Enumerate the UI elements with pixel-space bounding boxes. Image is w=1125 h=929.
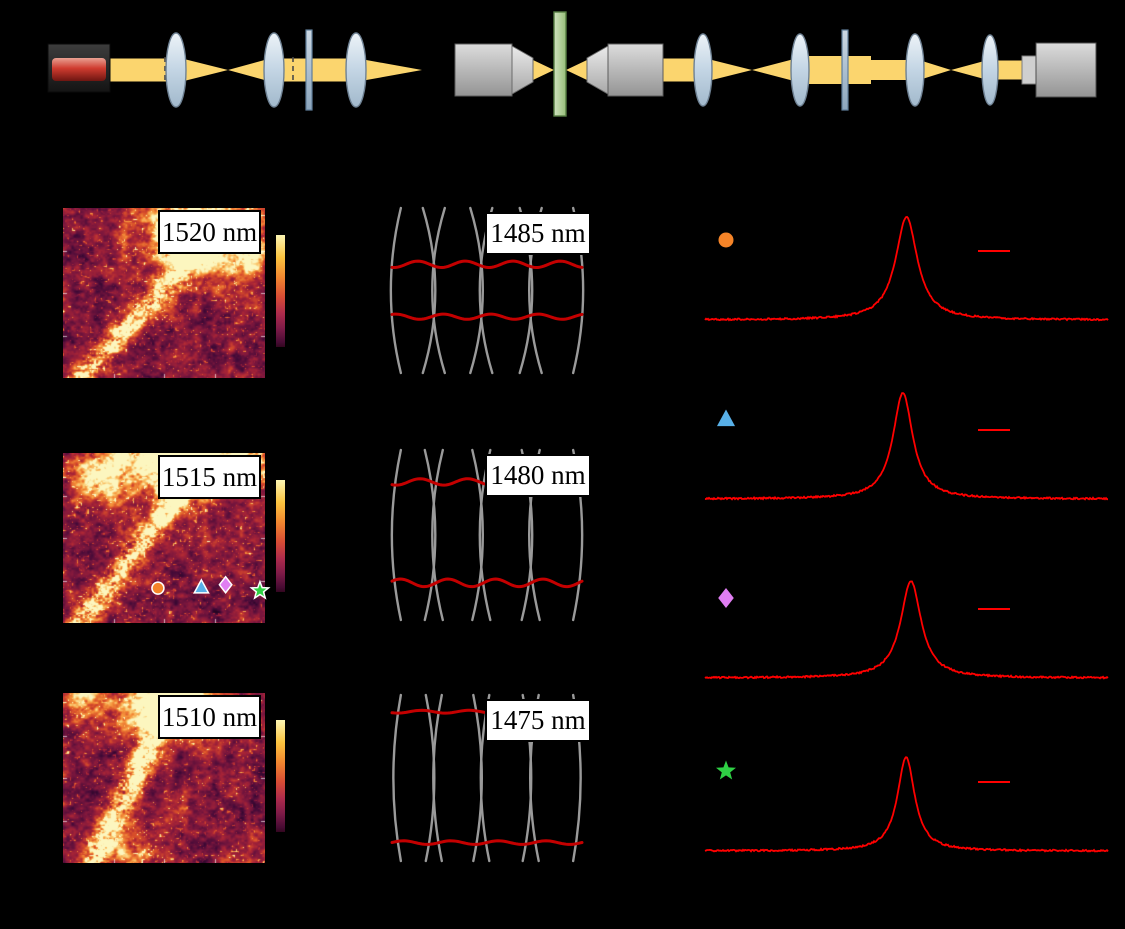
lens-1 (165, 32, 187, 108)
spectrum-curve (704, 580, 1109, 680)
marker-triangle-icon (716, 409, 736, 427)
photon-band-curve (431, 448, 444, 622)
upper-polariton-band (390, 259, 584, 270)
colorbar-1510 (276, 720, 285, 832)
sample-slab (553, 11, 567, 117)
wavelength-label-text: 1515 nm (161, 461, 258, 492)
spectrum-triangle-plot (704, 392, 1109, 501)
wavelength-label-1515: 1515 nm (158, 455, 261, 499)
spectrum-star (704, 719, 1109, 869)
heatmap-1515: 1515 nm (63, 453, 271, 623)
lens-7 (981, 34, 999, 106)
lens-6 (905, 33, 925, 107)
photon-band-curve (431, 206, 446, 375)
marker-triangle-icon (192, 578, 210, 594)
lens-2 (263, 32, 285, 108)
wavelength-label-1485: 1485 nm (485, 212, 591, 255)
marker-circle-icon (718, 232, 734, 248)
wavelength-label-text: 1475 nm (490, 705, 586, 735)
wavelength-label-1510: 1510 nm (158, 695, 261, 739)
wavelength-label-text: 1510 nm (161, 701, 258, 732)
spectrum-diamond-plot (704, 580, 1109, 680)
spectrum-triangle (704, 367, 1109, 517)
lower-polariton-band (390, 577, 584, 589)
colorbar-1520 (276, 235, 285, 347)
photon-band-curve (469, 206, 484, 375)
bandplot-1480: 1480 nm (385, 448, 591, 622)
filter-plate-2 (841, 29, 849, 111)
wavelength-label-text: 1480 nm (490, 460, 586, 490)
laser-beam (108, 56, 1024, 84)
wavelength-label-1520: 1520 nm (158, 210, 261, 254)
wavelength-label-1480: 1480 nm (485, 454, 591, 497)
spectrum-diamond (704, 546, 1109, 696)
spectrum-circle (704, 188, 1109, 338)
heatmap-1520: 1520 nm (63, 208, 265, 378)
lens-4 (693, 33, 713, 107)
marker-circle-icon (151, 581, 165, 595)
photon-band-curve (392, 693, 403, 863)
probe-position-markers (151, 575, 271, 600)
wavelength-label-text: 1520 nm (161, 216, 258, 247)
photon-band-curve (421, 206, 437, 375)
marker-star-icon (249, 579, 271, 600)
camera (1035, 42, 1097, 98)
bandplot-1485-curves (389, 206, 585, 375)
laser-emission-stripe (52, 58, 106, 81)
lower-polariton-band (390, 312, 584, 321)
photon-band-curve (471, 448, 484, 622)
wavelength-label-1475: 1475 nm (485, 699, 591, 742)
objective-right (586, 43, 664, 97)
objective-left (454, 43, 534, 97)
camera-connector (1021, 55, 1037, 85)
spectrum-curve (704, 756, 1109, 853)
lens-5 (790, 33, 810, 107)
spectrum-circle-plot (704, 215, 1109, 322)
optical-setup-diagram (47, 11, 1097, 117)
laser (47, 43, 111, 93)
bandplot-1485: 1485 nm (385, 206, 591, 375)
heatmap-1510: 1510 nm (63, 693, 265, 863)
photon-band-curve (423, 448, 437, 622)
lower-polariton-band (390, 839, 584, 846)
spectrum-curve (704, 215, 1109, 322)
spectrum-curve (704, 392, 1109, 501)
bandplot-1475: 1475 nm (385, 693, 591, 863)
colorbar-1515 (276, 480, 285, 592)
lens-3 (345, 32, 367, 108)
photon-band-curve (390, 448, 403, 622)
wavelength-label-text: 1485 nm (490, 218, 586, 248)
spectrum-star-plot (704, 756, 1109, 853)
marker-diamond-icon (718, 588, 734, 608)
photon-band-curve (389, 206, 403, 375)
filter-plate-1 (305, 29, 313, 111)
marker-diamond-icon (218, 575, 233, 594)
marker-star-icon (716, 760, 736, 780)
